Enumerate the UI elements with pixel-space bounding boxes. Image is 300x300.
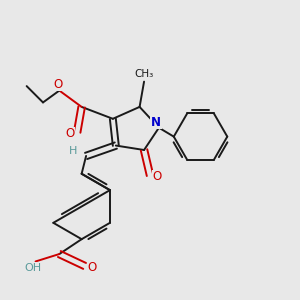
Text: O: O [53, 77, 62, 91]
Text: O: O [87, 261, 97, 274]
Text: N: N [151, 116, 161, 129]
Text: O: O [153, 170, 162, 183]
Text: OH: OH [24, 263, 41, 273]
Text: H: H [68, 146, 77, 157]
Text: O: O [65, 127, 74, 140]
Text: CH₃: CH₃ [134, 69, 154, 79]
